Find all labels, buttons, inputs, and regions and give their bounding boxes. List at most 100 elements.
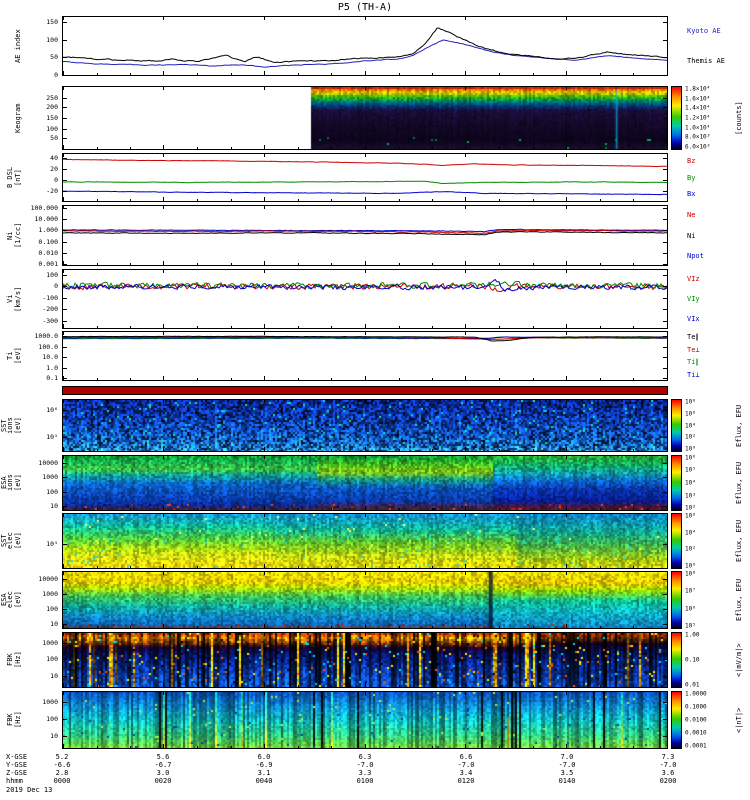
x-minor-tick bbox=[130, 566, 132, 568]
y-tick bbox=[63, 180, 67, 182]
x-major-tick bbox=[263, 506, 265, 510]
x-minor-tick bbox=[331, 685, 333, 687]
x-minor-tick bbox=[331, 73, 333, 75]
ytick-label: 10 bbox=[50, 619, 58, 628]
y-tick bbox=[663, 378, 667, 380]
colorbar-label: 10⁴ bbox=[685, 479, 696, 487]
colorbar-unit-esa_ions: Eflux, EFU bbox=[735, 461, 743, 505]
legend-VIx: VIx bbox=[687, 315, 700, 323]
x-minor-tick bbox=[599, 199, 601, 201]
spectrogram-esa_ions bbox=[63, 456, 667, 510]
x-major-tick bbox=[62, 145, 64, 149]
footer-value: 6.0 bbox=[257, 753, 271, 761]
series-By bbox=[63, 180, 667, 185]
x-minor-tick bbox=[432, 199, 434, 201]
colorbar-unit-sst_ions: Eflux, EFU bbox=[735, 404, 743, 447]
x-minor-tick bbox=[297, 147, 299, 149]
x-major-tick bbox=[364, 71, 366, 75]
x-major-tick bbox=[666, 154, 668, 157]
x-major-tick bbox=[465, 624, 467, 628]
x-minor-tick bbox=[532, 746, 534, 748]
colorbar-label: 1.4×10⁴ bbox=[685, 104, 711, 112]
x-minor-tick bbox=[230, 626, 232, 628]
axis-label-fbk_e: [Hz] bbox=[14, 651, 22, 669]
x-minor-tick bbox=[499, 626, 501, 628]
footer-value: -6.6 bbox=[53, 761, 71, 769]
spectrogram-fbk_b bbox=[63, 692, 667, 748]
x-minor-tick bbox=[197, 449, 199, 451]
x-major-tick bbox=[364, 683, 366, 687]
x-major-tick bbox=[62, 514, 64, 517]
y-tick bbox=[63, 286, 67, 288]
series-Ni bbox=[63, 231, 667, 236]
x-minor-tick bbox=[599, 73, 601, 75]
x-minor-tick bbox=[297, 685, 299, 687]
y-tick bbox=[663, 252, 667, 254]
legend-Te⊥: Te⊥ bbox=[687, 345, 700, 354]
y-tick bbox=[63, 593, 67, 595]
x-major-tick bbox=[263, 71, 265, 75]
colorbar-label: 1.2×10⁴ bbox=[685, 114, 711, 122]
x-major-tick bbox=[565, 447, 567, 451]
x-major-tick bbox=[465, 400, 467, 403]
x-minor-tick bbox=[599, 685, 601, 687]
x-minor-tick bbox=[499, 449, 501, 451]
colorbar-keogram bbox=[671, 86, 682, 150]
y-tick bbox=[663, 675, 667, 677]
x-major-tick bbox=[666, 572, 668, 575]
x-major-tick bbox=[465, 514, 467, 517]
x-minor-tick bbox=[599, 147, 601, 149]
ytick-label: 1000.0 bbox=[34, 332, 58, 341]
x-major-tick bbox=[364, 197, 366, 201]
x-minor-tick bbox=[532, 263, 534, 265]
y-tick bbox=[663, 107, 667, 109]
x-major-tick bbox=[263, 683, 265, 687]
x-minor-tick bbox=[230, 199, 232, 201]
y-tick bbox=[663, 702, 667, 704]
x-major-tick bbox=[163, 332, 165, 335]
y-tick bbox=[63, 309, 67, 311]
x-major-tick bbox=[364, 145, 366, 149]
ytick-label: 10000 bbox=[38, 459, 58, 468]
panel-sst_ions bbox=[62, 399, 668, 452]
y-tick bbox=[63, 252, 67, 254]
x-major-tick bbox=[565, 154, 567, 157]
x-major-tick bbox=[263, 514, 265, 517]
x-minor-tick bbox=[197, 685, 199, 687]
ytick-label: -300 bbox=[42, 317, 58, 326]
legend-VIz: VIz bbox=[687, 275, 700, 283]
colorbar-sst_elec bbox=[671, 513, 682, 569]
axis-label-esa_elec: [eV] bbox=[14, 591, 22, 609]
x-minor-tick bbox=[197, 147, 199, 149]
spectrogram-sst_elec bbox=[63, 514, 667, 568]
x-major-tick bbox=[163, 270, 165, 273]
colorbar-unit-fbk_e: <|mV/m|> bbox=[735, 643, 743, 677]
x-minor-tick bbox=[297, 326, 299, 328]
x-minor-tick bbox=[633, 326, 635, 328]
y-tick bbox=[663, 593, 667, 595]
series-VIx bbox=[63, 278, 667, 292]
ytick-label: 50 bbox=[50, 53, 58, 62]
x-minor-tick bbox=[633, 566, 635, 568]
x-major-tick bbox=[364, 270, 366, 273]
y-tick bbox=[663, 718, 667, 720]
x-major-tick bbox=[263, 206, 265, 209]
y-tick bbox=[663, 321, 667, 323]
x-major-tick bbox=[565, 514, 567, 517]
x-major-tick bbox=[565, 744, 567, 748]
y-tick bbox=[63, 608, 67, 610]
legend-Bz: Bz bbox=[687, 157, 696, 166]
x-minor-tick bbox=[130, 685, 132, 687]
series-Bx bbox=[63, 190, 667, 196]
ytick-label: 0.1 bbox=[46, 374, 58, 383]
footer-value: 0020 bbox=[154, 777, 172, 785]
x-minor-tick bbox=[633, 626, 635, 628]
y-tick bbox=[663, 138, 667, 140]
x-minor-tick bbox=[197, 378, 199, 380]
x-minor-tick bbox=[331, 626, 333, 628]
x-major-tick bbox=[62, 17, 64, 20]
x-major-tick bbox=[263, 572, 265, 575]
legend-Ti∥: Ti∥ bbox=[687, 358, 699, 367]
x-minor-tick bbox=[398, 147, 400, 149]
x-minor-tick bbox=[532, 326, 534, 328]
